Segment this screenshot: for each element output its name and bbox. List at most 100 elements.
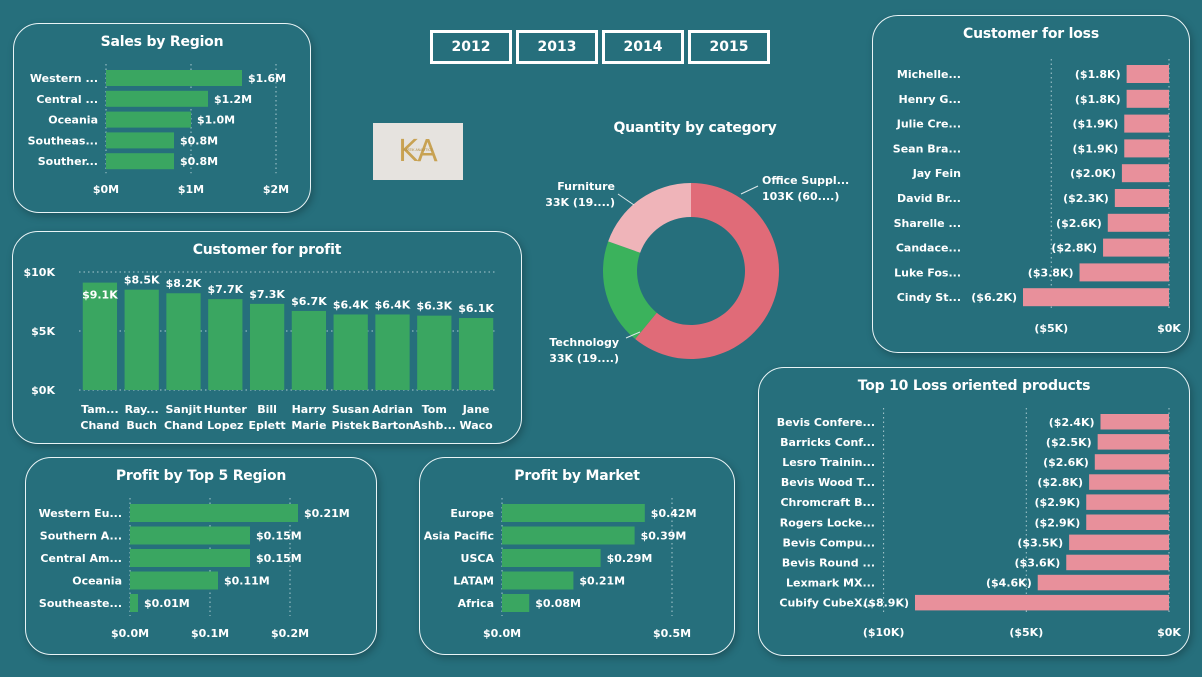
- bar: [1126, 89, 1169, 108]
- category-label: Bill: [257, 403, 277, 416]
- customer-for-loss-card: Customer for loss ($5K) $0K Michelle... ($1…: [872, 15, 1190, 353]
- data-label: ($8.9K): [863, 597, 909, 610]
- data-label: $1.0M: [197, 114, 235, 127]
- data-label: $0.42M: [651, 507, 697, 520]
- data-label: ($6.2K): [971, 291, 1017, 304]
- bar: [124, 289, 159, 390]
- data-label: ($1.8K): [1075, 93, 1121, 106]
- category-label: Bevis Round ...: [782, 556, 875, 569]
- data-label: $7.7K: [207, 283, 243, 296]
- bar: [106, 111, 191, 128]
- quantity-by-category-title: Quantity by category: [613, 120, 777, 136]
- donut-slice: [635, 183, 779, 359]
- category-label: Western Eu...: [39, 507, 122, 520]
- bar: [1079, 263, 1169, 282]
- data-label: $0.15M: [256, 530, 302, 543]
- data-label: ($3.5K): [1017, 536, 1063, 549]
- category-label: Hunter: [204, 403, 248, 416]
- slice-value-label: 103K (60....): [762, 190, 839, 203]
- logo-mark: KA KARTIK ANALYTICS: [398, 134, 438, 169]
- year-button-2014[interactable]: 2014: [602, 30, 684, 64]
- bar: [106, 153, 174, 170]
- bar: [106, 70, 242, 86]
- year-button-2015[interactable]: 2015: [688, 30, 770, 64]
- customer-for-profit-chart: $0K $5K $10K $9.1K Tam... Chand $8.5K Ray... Buc…: [24, 266, 497, 432]
- category-label: Luke Fos...: [894, 266, 961, 279]
- bar: [130, 504, 298, 522]
- top10-loss-products-card: Top 10 Loss oriented products ($10K) ($5K…: [758, 367, 1190, 656]
- category-label: Pistek: [331, 419, 370, 432]
- quantity-by-category-chart: Office Suppl... 103K (60....) Technology 33…: [545, 174, 849, 365]
- category-label: Lopez: [207, 419, 243, 432]
- bar: [1094, 454, 1169, 470]
- axis-tick-label: $0.1M: [191, 627, 229, 640]
- data-label: $0.21M: [304, 507, 350, 520]
- category-label: Adrian: [372, 403, 413, 416]
- category-label: Sanjit: [166, 403, 202, 416]
- data-label: $1.2M: [214, 93, 252, 106]
- bar: [502, 504, 645, 522]
- category-label: Lesro Trainin...: [782, 456, 875, 469]
- category-label: Bevis Wood T...: [781, 476, 875, 489]
- bar: [130, 594, 138, 612]
- axis-tick-label: $0.0M: [111, 627, 149, 640]
- year-button-2013[interactable]: 2013: [516, 30, 598, 64]
- bar: [502, 571, 574, 590]
- data-label: ($2.0K): [1070, 167, 1116, 180]
- category-label: Eplett: [249, 419, 286, 432]
- bar: [1069, 534, 1169, 551]
- axis-tick-label: $0M: [93, 183, 119, 196]
- category-label: Barricks Conf...: [780, 436, 875, 449]
- category-label: Southeaste...: [39, 597, 122, 610]
- top10-loss-products-chart: ($10K) ($5K) $0K Bevis Confere... ($2.4K) Bar…: [777, 408, 1181, 639]
- category-label: Southern A...: [40, 530, 122, 543]
- data-label: $0.11M: [224, 575, 270, 588]
- data-label: $6.4K: [375, 298, 411, 311]
- year-button-2012[interactable]: 2012: [430, 30, 512, 64]
- data-label: $6.1K: [458, 302, 494, 315]
- bar: [502, 549, 601, 567]
- axis-tick-label: ($5K): [1009, 626, 1043, 639]
- bar: [291, 310, 327, 390]
- category-label: Jane: [462, 403, 490, 416]
- bar: [502, 526, 635, 545]
- bar: [1107, 213, 1169, 232]
- bar: [106, 90, 208, 107]
- axis-tick-label: ($5K): [1034, 322, 1068, 335]
- bar: [1126, 65, 1169, 83]
- category-label: Lexmark MX...: [786, 577, 875, 590]
- customer-for-loss-chart: ($5K) $0K Michelle... ($1.8K) Henry G... ($1.…: [893, 59, 1181, 335]
- bar: [1023, 288, 1169, 307]
- profit-by-top5-region-chart: $0.0M $0.1M $0.2M Western Eu... $0.21M Southe…: [39, 498, 350, 640]
- axis-tick-label: $0K: [1157, 322, 1181, 335]
- bar: [1100, 414, 1169, 430]
- category-label: Tom: [422, 403, 447, 416]
- category-label: Harry: [292, 403, 327, 416]
- data-label: ($2.9K): [1035, 496, 1081, 509]
- data-label: ($1.8K): [1075, 68, 1121, 81]
- axis-tick-label: $1M: [178, 183, 204, 196]
- bar: [1086, 514, 1169, 530]
- bar: [417, 315, 452, 390]
- data-label: ($2.8K): [1051, 242, 1097, 255]
- data-label: ($3.6K): [1015, 556, 1061, 569]
- data-label: $0.39M: [641, 530, 687, 543]
- category-label: Susan: [332, 403, 370, 416]
- data-label: $8.5K: [124, 274, 160, 287]
- data-label: ($2.5K): [1046, 436, 1092, 449]
- profit-by-market-card: Profit by Market $0.0M $0.5M Europe $0.42M A…: [419, 457, 735, 655]
- category-label: David Br...: [897, 192, 961, 205]
- data-label: $0.15M: [256, 552, 302, 565]
- category-label: Bevis Compu...: [783, 536, 876, 549]
- data-label: $0.21M: [579, 575, 625, 588]
- slice-name: Office Suppl...: [762, 174, 849, 187]
- bar: [333, 314, 368, 390]
- bar: [458, 318, 494, 390]
- data-label: $0.08M: [535, 597, 581, 610]
- slice-name: Furniture: [557, 180, 615, 193]
- axis-tick-label: $0.0M: [483, 627, 521, 640]
- bar: [1114, 189, 1169, 207]
- sales-by-region-title: Sales by Region: [100, 34, 224, 50]
- data-label: ($1.9K): [1073, 118, 1119, 131]
- data-label: $0.29M: [607, 552, 653, 565]
